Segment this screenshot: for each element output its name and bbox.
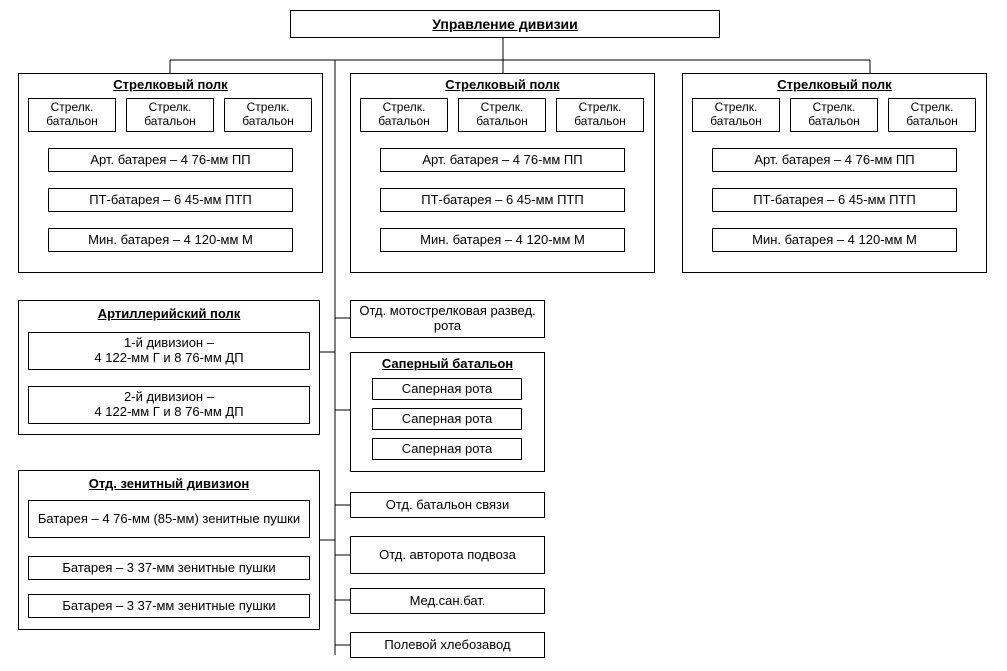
artillery-division-box: 2-й дивизион – 4 122-мм Г и 8 76-мм ДП <box>28 386 310 424</box>
bakery-label: Полевой хлебозавод <box>384 638 510 653</box>
battalion-box: Стрелк. батальон <box>692 98 780 132</box>
regiment-title: Стрелковый полк <box>683 78 986 93</box>
battalion-box: Стрелк. батальон <box>224 98 312 132</box>
battery-box: Мин. батарея – 4 120-мм М <box>712 228 957 252</box>
battery-label: Мин. батарея – 4 120-мм М <box>88 233 253 248</box>
artillery-title: Артиллерийский полк <box>19 307 319 322</box>
battalion-label: Стрелк. батальон <box>697 101 775 129</box>
sapper-company-label: Саперная рота <box>402 412 493 427</box>
hq-box: Управление дивизии <box>290 10 720 38</box>
battery-box: Мин. батарея – 4 120-мм М <box>48 228 293 252</box>
bakery-box: Полевой хлебозавод <box>350 632 545 658</box>
aa-battery-box: Батарея – 4 76-мм (85-мм) зенитные пушки <box>28 500 310 538</box>
medical-label: Мед.сан.бат. <box>410 594 486 609</box>
battery-label: Арт. батарея – 4 76-мм ПП <box>754 153 914 168</box>
transport-box: Отд. авторота подвоза <box>350 536 545 574</box>
battery-label: ПТ-батарея – 6 45-мм ПТП <box>89 193 251 208</box>
battery-label: ПТ-батарея – 6 45-мм ПТП <box>421 193 583 208</box>
artillery-division-label: 2-й дивизион – 4 122-мм Г и 8 76-мм ДП <box>94 390 243 420</box>
battalion-box: Стрелк. батальон <box>360 98 448 132</box>
battalion-box: Стрелк. батальон <box>28 98 116 132</box>
artillery-division-label: 1-й дивизион – 4 122-мм Г и 8 76-мм ДП <box>94 336 243 366</box>
battery-label: Арт. батарея – 4 76-мм ПП <box>422 153 582 168</box>
battalion-label: Стрелк. батальон <box>229 101 307 129</box>
battalion-label: Стрелк. батальон <box>795 101 873 129</box>
sapper-company-box: Саперная рота <box>372 438 522 460</box>
battalion-box: Стрелк. батальон <box>888 98 976 132</box>
sapper-company-label: Саперная рота <box>402 442 493 457</box>
aa-battery-label: Батарея – 3 37-мм зенитные пушки <box>62 599 275 614</box>
battalion-box: Стрелк. батальон <box>790 98 878 132</box>
battery-box: Арт. батарея – 4 76-мм ПП <box>48 148 293 172</box>
transport-label: Отд. авторота подвоза <box>379 548 516 563</box>
battery-label: ПТ-батарея – 6 45-мм ПТП <box>753 193 915 208</box>
battery-box: Арт. батарея – 4 76-мм ПП <box>712 148 957 172</box>
battalion-label: Стрелк. батальон <box>463 101 541 129</box>
sapper-company-box: Саперная рота <box>372 378 522 400</box>
medical-box: Мед.сан.бат. <box>350 588 545 614</box>
battalion-label: Стрелк. батальон <box>131 101 209 129</box>
battery-box: ПТ-батарея – 6 45-мм ПТП <box>48 188 293 212</box>
battery-label: Арт. батарея – 4 76-мм ПП <box>90 153 250 168</box>
battalion-label: Стрелк. батальон <box>561 101 639 129</box>
battery-box: Арт. батарея – 4 76-мм ПП <box>380 148 625 172</box>
aa-battery-label: Батарея – 4 76-мм (85-мм) зенитные пушки <box>38 512 300 527</box>
artillery-division-box: 1-й дивизион – 4 122-мм Г и 8 76-мм ДП <box>28 332 310 370</box>
signals-box: Отд. батальон связи <box>350 492 545 518</box>
battalion-box: Стрелк. батальон <box>458 98 546 132</box>
battalion-label: Стрелк. батальон <box>33 101 111 129</box>
battalion-label: Стрелк. батальон <box>365 101 443 129</box>
battalion-label: Стрелк. батальон <box>893 101 971 129</box>
sapper-company-label: Саперная рота <box>402 382 493 397</box>
battery-label: Мин. батарея – 4 120-мм М <box>420 233 585 248</box>
regiment-title: Стрелковый полк <box>351 78 654 93</box>
signals-label: Отд. батальон связи <box>386 498 509 513</box>
aa-battery-box: Батарея – 3 37-мм зенитные пушки <box>28 594 310 618</box>
battalion-box: Стрелк. батальон <box>556 98 644 132</box>
aa-battery-label: Батарея – 3 37-мм зенитные пушки <box>62 561 275 576</box>
battery-box: ПТ-батарея – 6 45-мм ПТП <box>380 188 625 212</box>
battery-box: ПТ-батарея – 6 45-мм ПТП <box>712 188 957 212</box>
battery-label: Мин. батарея – 4 120-мм М <box>752 233 917 248</box>
sapper-company-box: Саперная рота <box>372 408 522 430</box>
sapper-title: Саперный батальон <box>351 357 544 372</box>
hq-title: Управление дивизии <box>432 16 578 32</box>
aa-battery-box: Батарея – 3 37-мм зенитные пушки <box>28 556 310 580</box>
battalion-box: Стрелк. батальон <box>126 98 214 132</box>
battery-box: Мин. батарея – 4 120-мм М <box>380 228 625 252</box>
recon-box: Отд. мотострелковая развед. рота <box>350 300 545 338</box>
regiment-title: Стрелковый полк <box>19 78 322 93</box>
aa-title: Отд. зенитный дивизион <box>19 477 319 492</box>
recon-label: Отд. мотострелковая развед. рота <box>355 304 540 334</box>
